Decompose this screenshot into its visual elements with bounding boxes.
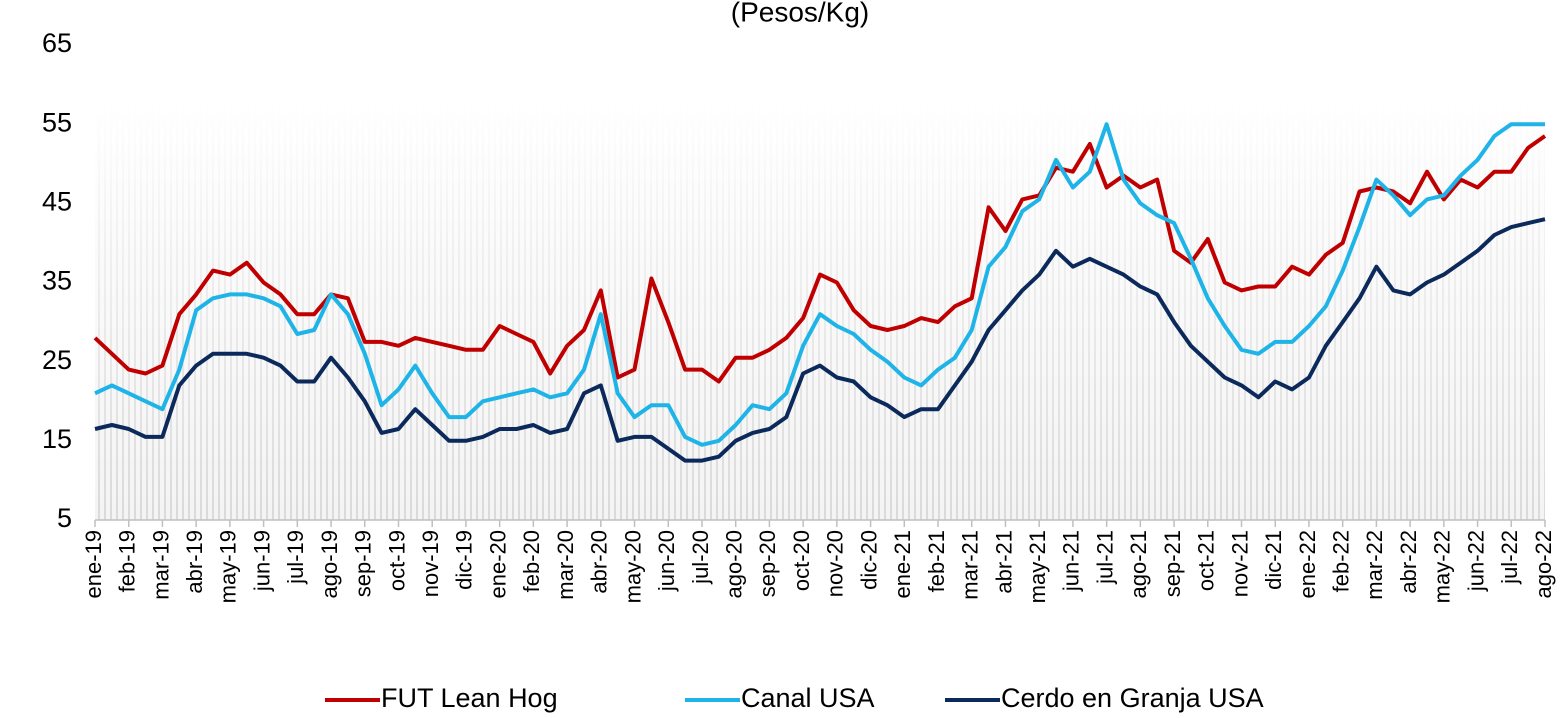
x-tick-label: abr-21 [991, 530, 1016, 594]
x-tick-label: oct-21 [1194, 530, 1219, 591]
y-tick-label: 5 [57, 503, 72, 533]
x-tick-label: jun-20 [654, 530, 679, 592]
x-tick-label: abr-22 [1396, 530, 1421, 594]
x-tick-label: may-19 [216, 530, 241, 603]
legend-label: Canal USA [741, 683, 875, 713]
x-tick-label: mar-19 [148, 530, 173, 600]
x-tick-label: sep-21 [1160, 530, 1185, 597]
x-tick-label: may-20 [620, 530, 645, 603]
legend-label: Cerdo en Granja USA [1001, 683, 1264, 713]
x-tick-label: jun-19 [249, 530, 274, 592]
x-tick-label: ago-21 [1126, 530, 1151, 599]
x-tick-label: abr-19 [182, 530, 207, 594]
x-tick-label: mar-21 [958, 530, 983, 600]
x-tick-label: ene-20 [485, 530, 510, 599]
x-tick-label: dic-20 [856, 530, 881, 590]
x-tick-label: jul-20 [688, 530, 713, 585]
x-tick-label: dic-21 [1261, 530, 1286, 590]
series-line [94, 217, 1546, 463]
x-tick-label: ene-19 [81, 530, 106, 599]
x-tick-label: nov-19 [418, 530, 443, 597]
x-tick-label: ago-20 [722, 530, 747, 599]
x-tick-label: dic-19 [452, 530, 477, 590]
x-tick-label: nov-20 [823, 530, 848, 597]
x-tick-label: ago-19 [317, 530, 342, 599]
x-tick-label: jun-22 [1463, 530, 1488, 592]
x-tick-label: feb-21 [924, 530, 949, 592]
x-tick-label: mar-22 [1362, 530, 1387, 600]
x-tick-label: ago-22 [1531, 530, 1556, 599]
x-tick-label: may-22 [1430, 530, 1455, 603]
x-tick-label: oct-19 [384, 530, 409, 591]
y-tick-label: 35 [42, 266, 72, 296]
x-tick-label: feb-22 [1328, 530, 1353, 592]
y-tick-label: 45 [42, 186, 72, 216]
x-tick-label: jul-21 [1092, 530, 1117, 585]
y-tick-label: 55 [42, 107, 72, 137]
y-tick-label: 65 [42, 28, 72, 58]
x-tick-label: jun-21 [1059, 530, 1084, 592]
x-tick-label: nov-21 [1227, 530, 1252, 597]
x-tick-label: feb-19 [115, 530, 140, 592]
x-tick-label: jul-19 [283, 530, 308, 585]
x-tick-label: mar-20 [553, 530, 578, 600]
x-tick-label: jul-22 [1497, 530, 1522, 585]
chart-title: (Pesos/Kg) [731, 0, 870, 27]
x-tick-label: abr-20 [587, 530, 612, 594]
legend-label: FUT Lean Hog [381, 683, 558, 713]
series-line [94, 122, 1545, 447]
x-tick-label: ene-22 [1295, 530, 1320, 599]
x-tick-label: may-21 [1025, 530, 1050, 603]
x-tick-label: sep-20 [755, 530, 780, 597]
x-tick-label: feb-20 [519, 530, 544, 592]
x-tick-label: ene-21 [890, 530, 915, 599]
y-tick-label: 25 [42, 345, 72, 375]
x-tick-label: oct-20 [789, 530, 814, 591]
series-line [93, 134, 1547, 384]
x-tick-label: sep-19 [351, 530, 376, 597]
y-tick-label: 15 [42, 424, 72, 454]
